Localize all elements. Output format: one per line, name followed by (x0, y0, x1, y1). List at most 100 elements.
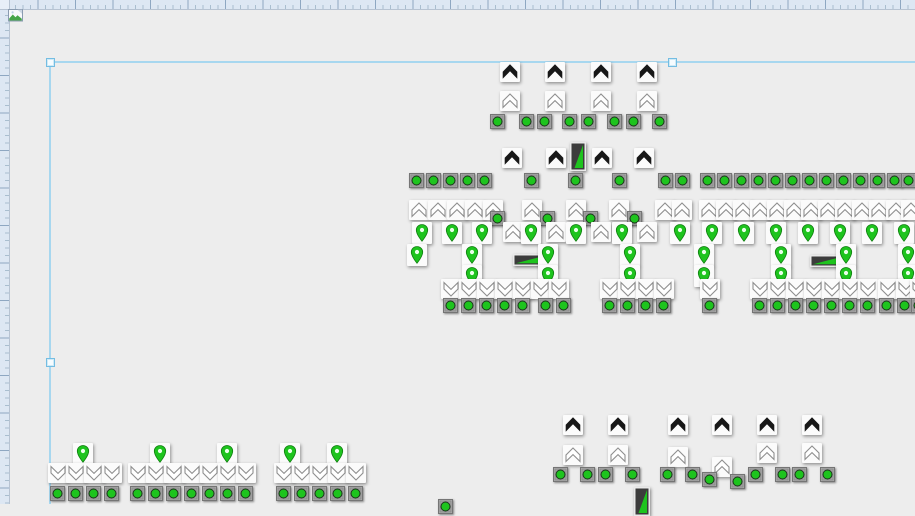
green-circle-token-icon[interactable] (348, 486, 363, 501)
green-circle-token-icon[interactable] (702, 472, 717, 487)
location-pin-icon[interactable] (894, 222, 914, 244)
rank-chevron-white-icon[interactable] (591, 222, 611, 242)
green-circle-token-icon[interactable] (897, 298, 912, 313)
rank-chevron-black-icon[interactable] (757, 415, 777, 435)
rank-chevron-down-white-icon[interactable] (618, 279, 638, 299)
green-circle-token-icon[interactable] (50, 486, 65, 501)
rank-chevron-black-icon[interactable] (592, 148, 612, 168)
rank-chevron-black-icon[interactable] (591, 62, 611, 82)
rank-chevron-black-icon[interactable] (637, 62, 657, 82)
green-circle-token-icon[interactable] (562, 114, 577, 129)
green-circle-token-icon[interactable] (751, 173, 766, 188)
rank-chevron-down-white-icon[interactable] (858, 279, 878, 299)
rank-chevron-down-white-icon[interactable] (102, 463, 122, 483)
rank-chevron-black-icon[interactable] (634, 148, 654, 168)
rank-chevron-white-icon[interactable] (802, 443, 822, 463)
green-circle-token-icon[interactable] (785, 173, 800, 188)
vertical-ruler[interactable] (0, 0, 10, 504)
green-circle-token-icon[interactable] (524, 173, 539, 188)
location-pin-icon[interactable] (472, 222, 492, 244)
rank-chevron-black-icon[interactable] (608, 415, 628, 435)
selection-handle-top-middle[interactable] (668, 58, 677, 67)
green-circle-token-icon[interactable] (479, 298, 494, 313)
rank-chevron-white-icon[interactable] (637, 222, 657, 242)
location-pin-icon[interactable] (620, 244, 640, 266)
rank-chevron-down-white-icon[interactable] (459, 279, 479, 299)
green-circle-token-icon[interactable] (519, 114, 534, 129)
green-circle-token-icon[interactable] (612, 173, 627, 188)
rank-chevron-down-white-icon[interactable] (549, 279, 569, 299)
selection-handle-left-middle[interactable] (46, 358, 55, 367)
green-circle-token-icon[interactable] (717, 173, 732, 188)
rank-chevron-down-white-icon[interactable] (600, 279, 620, 299)
rank-chevron-down-white-icon[interactable] (840, 279, 860, 299)
location-pin-icon[interactable] (734, 222, 754, 244)
location-pin-icon[interactable] (442, 222, 462, 244)
rank-chevron-black-icon[interactable] (500, 62, 520, 82)
green-circle-token-icon[interactable] (602, 298, 617, 313)
location-pin-icon[interactable] (836, 244, 856, 266)
green-circle-token-icon[interactable] (625, 467, 640, 482)
green-circle-token-icon[interactable] (887, 173, 902, 188)
location-pin-icon[interactable] (150, 443, 170, 465)
green-circle-token-icon[interactable] (860, 298, 875, 313)
rank-chevron-black-icon[interactable] (712, 415, 732, 435)
green-circle-token-icon[interactable] (656, 298, 671, 313)
location-pin-icon[interactable] (694, 244, 714, 266)
green-circle-token-icon[interactable] (770, 298, 785, 313)
rank-chevron-down-white-icon[interactable] (700, 279, 720, 299)
rank-chevron-white-icon[interactable] (500, 91, 520, 111)
green-circle-token-icon[interactable] (220, 486, 235, 501)
location-pin-icon[interactable] (670, 222, 690, 244)
rank-chevron-white-icon[interactable] (668, 447, 688, 467)
green-circle-token-icon[interactable] (294, 486, 309, 501)
location-pin-icon[interactable] (830, 222, 850, 244)
rank-chevron-down-white-icon[interactable] (48, 463, 68, 483)
green-circle-token-icon[interactable] (879, 298, 894, 313)
rank-chevron-down-white-icon[interactable] (146, 463, 166, 483)
green-circle-token-icon[interactable] (497, 298, 512, 313)
green-circle-token-icon[interactable] (911, 298, 915, 313)
location-pin-icon[interactable] (612, 222, 632, 244)
rank-chevron-down-white-icon[interactable] (164, 463, 184, 483)
green-circle-token-icon[interactable] (806, 298, 821, 313)
rank-chevron-down-white-icon[interactable] (804, 279, 824, 299)
location-pin-icon[interactable] (327, 443, 347, 465)
rank-chevron-down-white-icon[interactable] (654, 279, 674, 299)
green-circle-token-icon[interactable] (748, 467, 763, 482)
location-pin-icon[interactable] (412, 222, 432, 244)
rank-chevron-white-icon[interactable] (465, 200, 485, 220)
green-circle-token-icon[interactable] (901, 173, 915, 188)
rank-chevron-black-icon[interactable] (802, 415, 822, 435)
rank-chevron-white-icon[interactable] (522, 200, 542, 220)
rank-chevron-down-white-icon[interactable] (200, 463, 220, 483)
green-circle-token-icon[interactable] (824, 298, 839, 313)
green-circle-token-icon[interactable] (820, 467, 835, 482)
rank-chevron-black-icon[interactable] (546, 148, 566, 168)
broken-image-icon[interactable] (8, 9, 23, 22)
rank-chevron-white-icon[interactable] (672, 200, 692, 220)
green-circle-token-icon[interactable] (652, 114, 667, 129)
green-circle-token-icon[interactable] (461, 298, 476, 313)
green-circle-token-icon[interactable] (730, 474, 745, 489)
location-pin-icon[interactable] (73, 443, 93, 465)
location-pin-icon[interactable] (462, 244, 482, 266)
green-circle-token-icon[interactable] (184, 486, 199, 501)
green-circle-token-icon[interactable] (409, 173, 424, 188)
rank-chevron-down-white-icon[interactable] (636, 279, 656, 299)
rank-chevron-white-icon[interactable] (545, 91, 565, 111)
rank-chevron-down-white-icon[interactable] (441, 279, 461, 299)
green-circle-token-icon[interactable] (788, 298, 803, 313)
location-pin-icon[interactable] (217, 443, 237, 465)
location-pin-icon[interactable] (766, 222, 786, 244)
rank-chevron-white-icon[interactable] (901, 200, 915, 220)
green-circle-token-icon[interactable] (538, 298, 553, 313)
rank-chevron-white-icon[interactable] (757, 443, 777, 463)
green-circle-token-icon[interactable] (638, 298, 653, 313)
rank-chevron-down-white-icon[interactable] (750, 279, 770, 299)
green-circle-token-icon[interactable] (490, 114, 505, 129)
location-pin-icon[interactable] (771, 244, 791, 266)
green-circle-token-icon[interactable] (276, 486, 291, 501)
green-circle-token-icon[interactable] (568, 173, 583, 188)
green-circle-token-icon[interactable] (426, 173, 441, 188)
